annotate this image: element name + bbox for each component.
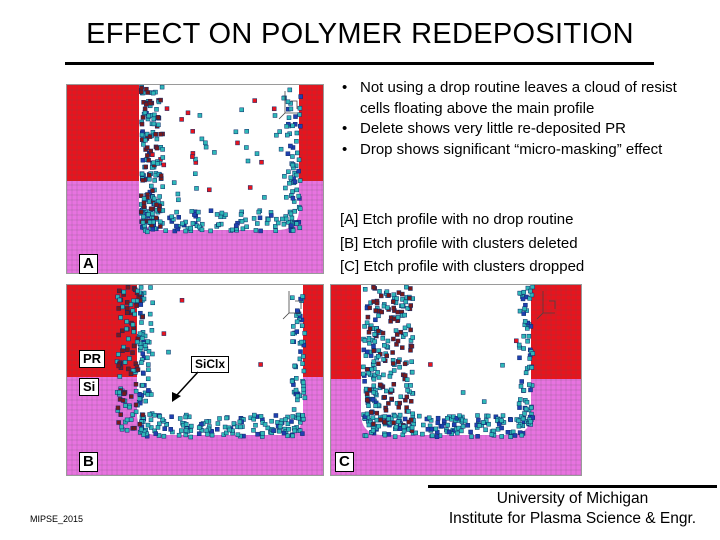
bullet-item: Delete shows very little re-deposited PR xyxy=(340,119,700,140)
etch-profile-panel-b xyxy=(66,284,324,476)
bullet-item: Drop shows significant “micro-masking” e… xyxy=(340,140,700,161)
etch-profile-c-image xyxy=(331,285,581,475)
caption-a: [A] Etch profile with no drop routine xyxy=(340,211,574,228)
etch-profile-a-image xyxy=(67,85,323,273)
etch-profile-panel-c xyxy=(330,284,582,476)
slide-title: EFFECT ON POLYMER REDEPOSITION xyxy=(86,18,634,50)
etch-profile-b-image xyxy=(67,285,323,475)
bullet-item: Not using a drop routine leaves a cloud … xyxy=(340,78,700,119)
footer-university: University of Michigan xyxy=(496,490,649,507)
caption-c: [C] Etch profile with clusters dropped xyxy=(340,258,585,275)
caption-b: [B] Etch profile with clusters deleted xyxy=(340,234,578,252)
etch-profile-panel-a xyxy=(66,84,324,274)
material-label-pr: PR xyxy=(79,350,106,368)
footer-institute: Institute for Plasma Science & Engr. xyxy=(448,510,697,527)
bullet-list: Not using a drop routine leaves a cloud … xyxy=(340,78,700,160)
panel-label-b: B xyxy=(79,452,98,472)
siclx-callout: SiClx xyxy=(191,356,230,373)
footer-divider xyxy=(428,485,717,488)
footer-conference-tag: MIPSE_2015 xyxy=(30,514,84,524)
panel-label-a: A xyxy=(79,254,98,274)
caption-list: [A] Etch profile with no drop routine [B… xyxy=(340,208,584,279)
title-divider xyxy=(65,62,654,65)
material-label-si: Si xyxy=(79,378,100,396)
footer-affiliation: University of Michigan Institute for Pla… xyxy=(428,489,717,529)
panel-label-c: C xyxy=(335,452,354,472)
